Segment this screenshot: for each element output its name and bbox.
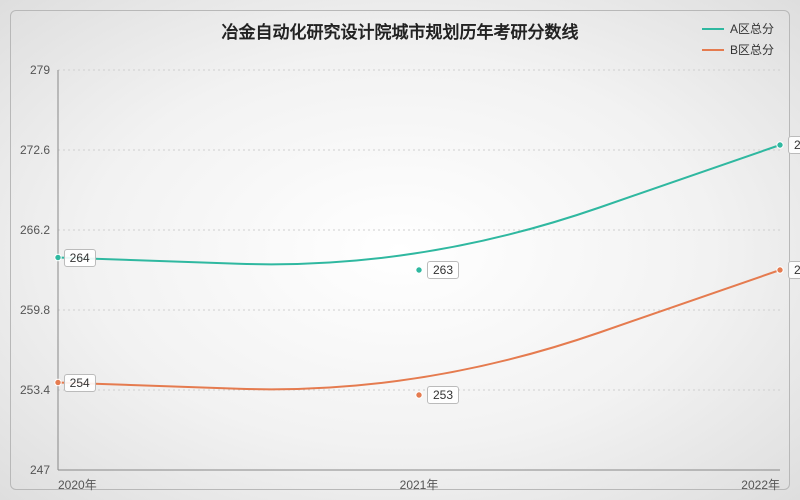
y-tick-label: 247: [30, 463, 58, 477]
legend-swatch-a: [702, 28, 724, 30]
x-tick-label: 2022年: [741, 470, 780, 493]
y-tick-label: 259.8: [20, 303, 58, 317]
point-label: 264: [64, 249, 96, 267]
legend-label-b: B区总分: [730, 41, 774, 58]
point-label: 273: [788, 136, 800, 154]
point-label: 253: [427, 386, 459, 404]
y-tick-label: 272.6: [20, 143, 58, 157]
legend: A区总分 B区总分: [702, 20, 774, 62]
y-tick-label: 266.2: [20, 223, 58, 237]
legend-label-a: A区总分: [730, 20, 774, 37]
point-label: 263: [788, 261, 800, 279]
chart-title: 冶金自动化研究设计院城市规划历年考研分数线: [0, 18, 800, 43]
point-label: 254: [64, 374, 96, 392]
x-tick-label: 2020年: [58, 470, 97, 493]
x-tick-label: 2021年: [400, 470, 439, 493]
legend-item-a: A区总分: [702, 20, 774, 37]
y-tick-label: 253.4: [20, 383, 58, 397]
chart-svg: [58, 70, 780, 470]
point-label: 263: [427, 261, 459, 279]
legend-swatch-b: [702, 49, 724, 51]
legend-item-b: B区总分: [702, 41, 774, 58]
y-tick-label: 279: [30, 63, 58, 77]
plot-area: 247253.4259.8266.2272.62792020年2021年2022…: [58, 70, 780, 470]
